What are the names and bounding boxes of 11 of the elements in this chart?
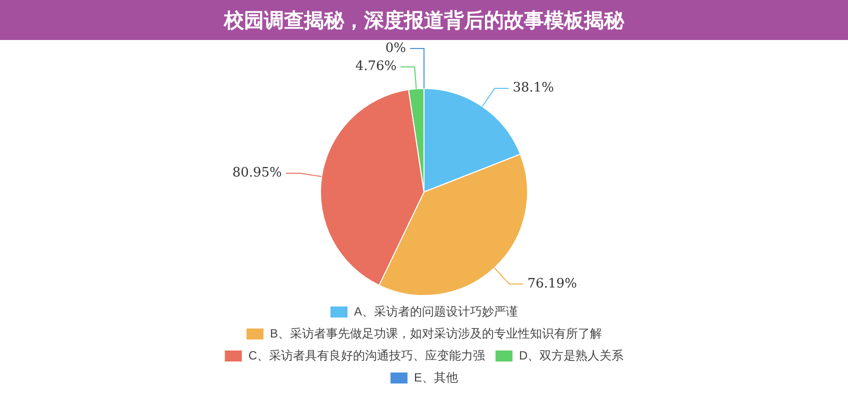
text: 0% bbox=[385, 40, 406, 56]
legend-label: D、双方是熟人关系 bbox=[519, 348, 624, 362]
data-label: 76.19% bbox=[527, 276, 577, 292]
chart-title: 校园调查揭秘，深度报道背后的故事模板揭秘 bbox=[0, 0, 848, 40]
data-label: 80.95% bbox=[232, 166, 282, 181]
legend-label: E、其他 bbox=[414, 370, 458, 384]
legend-label: B、采访者事先做足功课，如对采访涉及的专业性知识有所了解 bbox=[270, 326, 602, 340]
data-label: 4.76% bbox=[355, 59, 397, 74]
legend-label: C、采访者具有良好的沟通技巧、应变能力强 bbox=[248, 348, 486, 362]
data-label: 38.1% bbox=[512, 80, 554, 96]
legend-label: A、采访者的问题设计巧妙严谨 bbox=[354, 304, 518, 318]
